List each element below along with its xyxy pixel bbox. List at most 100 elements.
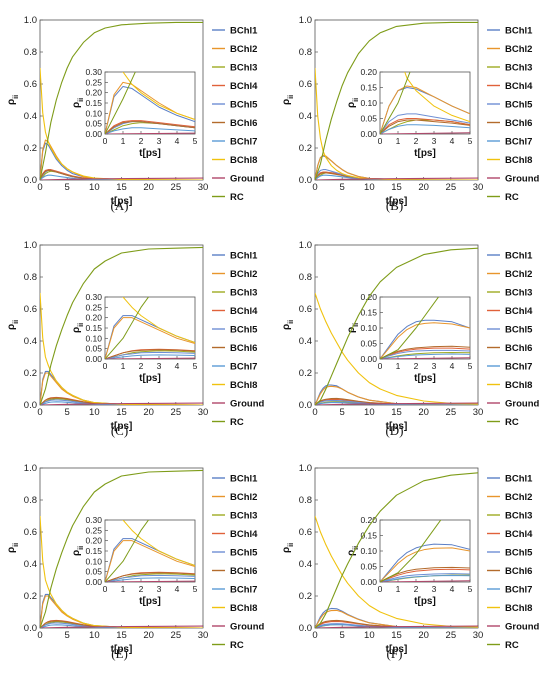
legend-label: BChl2 xyxy=(505,269,532,280)
main-xtick-label: 0 xyxy=(37,182,42,193)
inset-xtick-label: 3 xyxy=(157,136,162,146)
inset-line-bchl1 xyxy=(105,85,195,134)
inset-line-bchl6 xyxy=(105,572,195,582)
inset-frame xyxy=(379,296,471,360)
legend-label: BChl3 xyxy=(230,288,257,299)
inset-line-bchl4 xyxy=(380,568,470,582)
legend-label: BChl7 xyxy=(505,585,532,596)
series-line-ground xyxy=(40,177,203,180)
inset-line-bchl8 xyxy=(404,72,470,123)
inset-x-axis-label: t[ps] xyxy=(139,373,161,384)
series-line-bchl2 xyxy=(315,609,478,628)
inset-line-bchl7 xyxy=(105,127,195,134)
legend-label: BChl1 xyxy=(505,251,533,262)
inset-xtick-label: 4 xyxy=(450,584,455,594)
inset-ytick-label: 0.25 xyxy=(85,302,102,312)
series-line-ground xyxy=(40,625,203,628)
main-ytick-label: 0.4 xyxy=(299,336,312,347)
series-line-bchl8 xyxy=(315,292,478,405)
inset-xtick-label: 3 xyxy=(432,136,437,146)
inset-ytick-label: 0.10 xyxy=(360,546,377,556)
inset-line-bchl5 xyxy=(105,351,195,359)
inset-line-bchl1 xyxy=(380,319,470,359)
inset-xtick-label: 1 xyxy=(121,136,126,146)
main-xtick-label: 0 xyxy=(37,630,42,641)
y-axis-label: ρii xyxy=(6,95,20,105)
y-axis-label: ρii xyxy=(6,543,20,553)
main-xtick-label: 0 xyxy=(37,407,42,418)
main-ytick-label: 0.6 xyxy=(299,527,312,538)
main-ytick-label: 1.0 xyxy=(299,240,312,251)
main-xtick-label: 15 xyxy=(391,407,402,418)
series-line-bchl8 xyxy=(315,515,478,628)
legend-label: BChl3 xyxy=(505,511,532,522)
main-xtick-label: 15 xyxy=(391,630,402,641)
main-ytick-label: 0.0 xyxy=(24,175,37,186)
legend-label: BChl8 xyxy=(230,155,257,166)
inset-x-axis-label: t[ps] xyxy=(414,373,436,384)
series-line-rc xyxy=(40,469,203,628)
series-line-bchl7 xyxy=(315,624,478,628)
inset-line-bchl4 xyxy=(380,118,470,134)
legend-label: BChl3 xyxy=(230,63,257,74)
main-ytick-label: 0.0 xyxy=(299,175,312,186)
main-ytick-label: 0.0 xyxy=(299,400,312,411)
legend-label: RC xyxy=(230,640,244,651)
main-xtick-label: 10 xyxy=(364,630,375,641)
legend-label: BChl3 xyxy=(230,511,257,522)
main-series xyxy=(315,21,478,180)
inset-ytick-label: 0.10 xyxy=(360,323,377,333)
inset-line-rc xyxy=(105,520,150,582)
inset-line-bchl7 xyxy=(380,124,470,134)
inset-ytick-label: 0.15 xyxy=(85,98,102,108)
series-line-rc xyxy=(315,247,478,405)
inset-line-bchl2 xyxy=(380,85,470,134)
inset-xtick-label: 5 xyxy=(193,361,198,371)
x-axis-label: t[ps] xyxy=(386,644,408,655)
y-axis-label: ρii xyxy=(281,320,295,330)
legend-label: Ground xyxy=(505,399,539,410)
series-line-ground xyxy=(315,625,478,628)
main-ytick-label: 1.0 xyxy=(24,463,37,474)
inset-xtick-label: 5 xyxy=(193,136,198,146)
inset-series xyxy=(380,72,470,134)
legend-label: BChl3 xyxy=(505,288,532,299)
main-xtick-label: 30 xyxy=(473,630,484,641)
legend-label: BChl4 xyxy=(505,529,533,540)
inset-ytick-label: 0.15 xyxy=(360,531,377,541)
main-ytick-label: 0.2 xyxy=(24,368,37,379)
main-ytick-label: 0.2 xyxy=(24,143,37,154)
inset-line-bchl8 xyxy=(122,520,195,566)
panel-caption: (A) xyxy=(110,198,128,213)
inset-line-bchl6 xyxy=(380,119,470,134)
series-line-bchl7 xyxy=(40,174,203,180)
legend-label: BChl2 xyxy=(505,44,532,55)
legend-label: BChl7 xyxy=(505,362,532,373)
inset-ytick-label: 0.05 xyxy=(360,339,377,349)
legend-label: BChl7 xyxy=(505,137,532,148)
inset-ytick-label: 0.20 xyxy=(85,88,102,98)
inset-xtick-label: 3 xyxy=(157,584,162,594)
inset-xtick-label: 5 xyxy=(468,584,473,594)
legend-label: BChl6 xyxy=(230,566,257,577)
inset-line-bchl6 xyxy=(380,345,470,359)
main-xtick-label: 10 xyxy=(364,407,375,418)
series-line-rc xyxy=(315,472,478,628)
inset-line-bchl2 xyxy=(380,547,470,582)
x-axis-label: t[ps] xyxy=(111,196,133,207)
legend-label: RC xyxy=(230,192,244,203)
inset-xtick-label: 3 xyxy=(432,361,437,371)
inset-xtick-label: 2 xyxy=(414,584,419,594)
legend-label: BChl3 xyxy=(505,63,532,74)
legend-label: BChl8 xyxy=(505,380,532,391)
inset-xtick-label: 2 xyxy=(414,136,419,146)
series-line-ground xyxy=(315,402,478,405)
inset-y-axis-label: ρii xyxy=(71,98,85,108)
series-line-bchl8 xyxy=(40,67,203,180)
legend-label: BChl6 xyxy=(505,343,532,354)
inset-x-axis-label: t[ps] xyxy=(414,596,436,607)
